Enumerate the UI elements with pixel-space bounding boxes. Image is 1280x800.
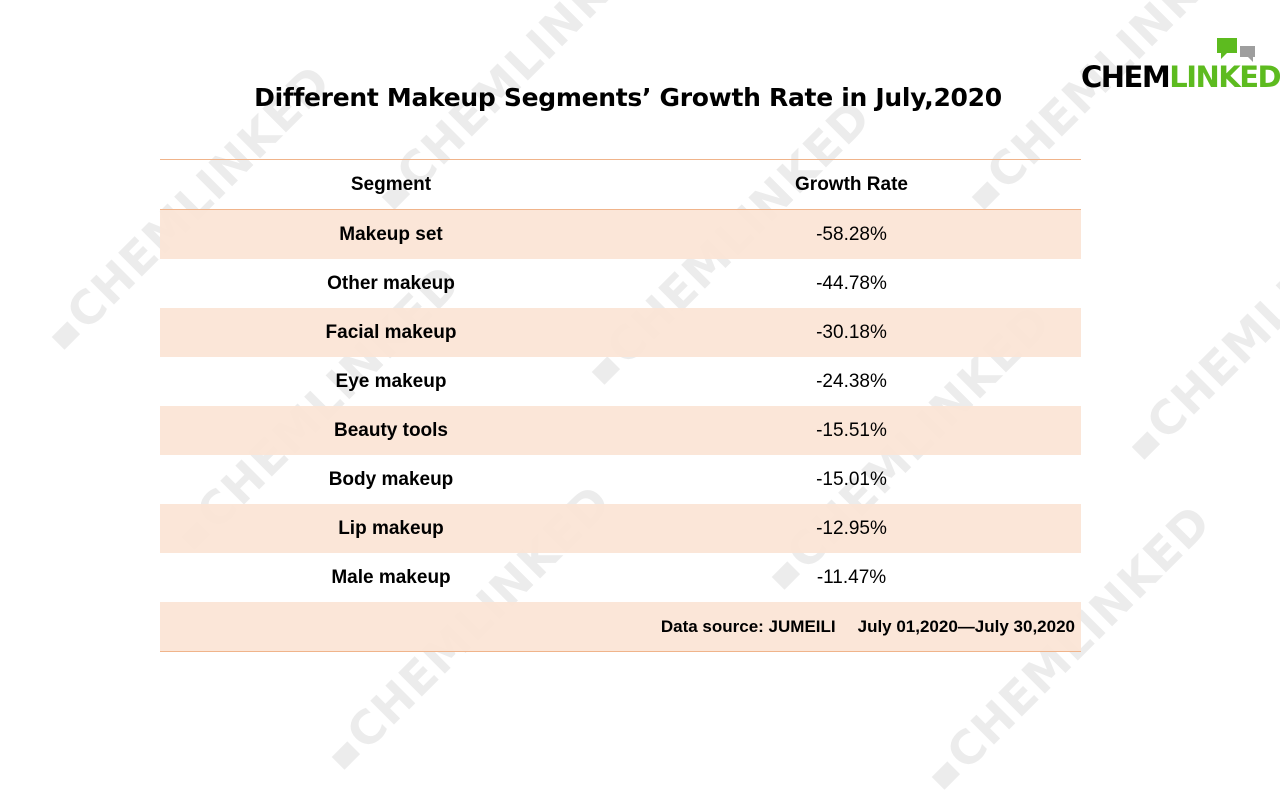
header-segment: Segment	[350, 173, 432, 195]
growth-rate-table: Segment Growth Rate Makeup set -58.28% O…	[160, 159, 1081, 652]
chat-bubbles-icon	[1217, 38, 1255, 62]
growth-rate-cell: -30.18%	[816, 321, 887, 343]
data-source-note: Data source: JUMEILI	[660, 616, 836, 636]
segment-cell: Body makeup	[328, 468, 454, 490]
table-row: Eye makeup -24.38%	[160, 357, 1081, 406]
growth-rate-cell: -24.38%	[816, 370, 887, 392]
table-footer-row: Data source: JUMEILI July 01,2020—July 3…	[160, 602, 1081, 651]
page-title: Different Makeup Segments’ Growth Rate i…	[254, 83, 1002, 112]
growth-rate-cell: -58.28%	[816, 223, 887, 245]
table-row: Other makeup -44.78%	[160, 259, 1081, 308]
growth-rate-cell: -15.51%	[816, 419, 887, 441]
table-row: Beauty tools -15.51%	[160, 406, 1081, 455]
growth-rate-cell: -12.95%	[816, 517, 887, 539]
table-row: Lip makeup -12.95%	[160, 504, 1081, 553]
table-row: Body makeup -15.01%	[160, 455, 1081, 504]
data-period-note: July 01,2020—July 30,2020	[857, 616, 1075, 636]
segment-cell: Facial makeup	[325, 321, 457, 343]
table-row: Male makeup -11.47%	[160, 553, 1081, 602]
growth-rate-cell: -11.47%	[816, 566, 887, 588]
chemlinked-logo: CHEMLINKED	[1081, 38, 1280, 98]
segment-cell: Beauty tools	[333, 419, 449, 441]
table-row: Facial makeup -30.18%	[160, 308, 1081, 357]
logo-text-linked: LINKED	[1169, 60, 1280, 94]
segment-cell: Other makeup	[327, 272, 455, 294]
watermark: CHEMLINKED	[1116, 164, 1280, 469]
segment-cell: Lip makeup	[338, 517, 444, 539]
segment-cell: Makeup set	[339, 223, 443, 245]
segment-cell: Male makeup	[331, 566, 451, 588]
segment-cell: Eye makeup	[335, 370, 447, 392]
logo-text-chem: CHEM	[1081, 60, 1171, 94]
growth-rate-cell: -44.78%	[816, 272, 887, 294]
logo-wordmark: CHEMLINKED	[1081, 60, 1280, 94]
header-growth-rate: Growth Rate	[795, 173, 908, 195]
table-row: Makeup set -58.28%	[160, 210, 1081, 259]
growth-rate-cell: -15.01%	[816, 468, 887, 490]
table-header-row: Segment Growth Rate	[160, 160, 1081, 210]
